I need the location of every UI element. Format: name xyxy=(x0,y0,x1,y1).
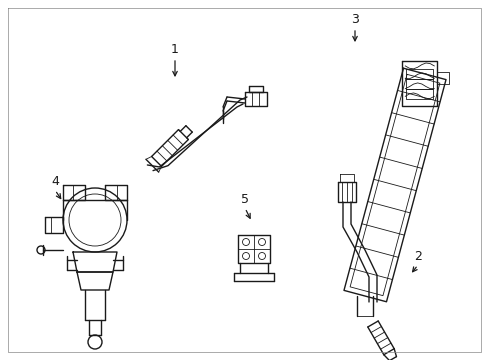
Text: 2: 2 xyxy=(413,250,421,263)
Text: 4: 4 xyxy=(51,175,59,188)
Text: 1: 1 xyxy=(171,43,179,56)
Text: 5: 5 xyxy=(241,193,248,206)
Text: 3: 3 xyxy=(350,13,358,26)
